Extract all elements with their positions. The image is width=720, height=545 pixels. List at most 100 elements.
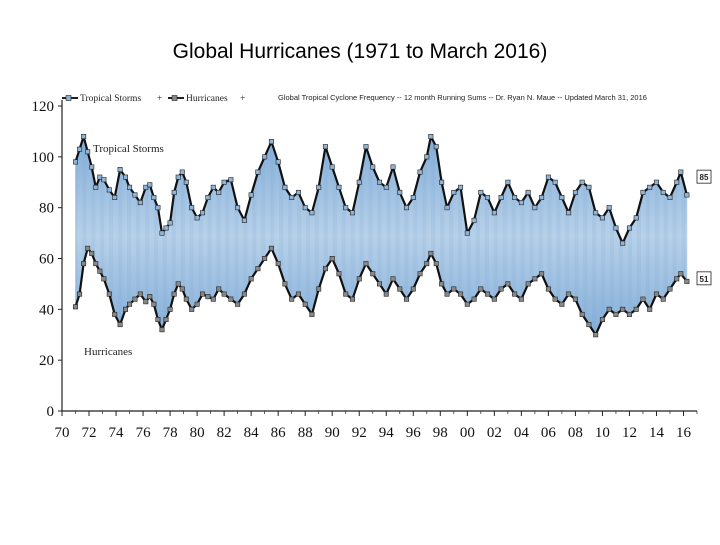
data-point-hurricanes [491,296,497,302]
data-point-tropical-storms [255,169,261,175]
data-point-tropical-storms [302,205,308,211]
legend-label-hurricanes: Hurricanes [186,94,228,104]
data-point-tropical-storms [464,230,470,236]
data-point-tropical-storms [433,144,439,150]
data-point-tropical-storms [444,205,450,211]
slide-title: Global Hurricanes (1971 to March 2016) [172,40,548,63]
data-point-tropical-storms [101,177,107,183]
data-point-hurricanes [667,286,673,292]
data-point-hurricanes [282,281,288,287]
data-point-hurricanes [383,291,389,297]
data-point-tropical-storms [545,174,551,180]
legend: Tropical Storms + Hurricanes + [62,94,245,104]
data-point-tropical-storms [458,184,464,190]
data-point-hurricanes [620,306,626,312]
data-point-tropical-storms [471,217,477,223]
data-point-tropical-storms [478,189,484,195]
data-point-hurricanes [349,296,355,302]
data-point-hurricanes [289,296,295,302]
data-point-hurricanes [268,245,274,251]
data-point-tropical-storms [205,195,211,201]
end-value-tropical-storms: 85 [700,173,709,182]
fill-between-area [75,137,687,335]
data-point-hurricanes [579,311,585,317]
data-point-tropical-storms [376,179,382,185]
data-point-hurricanes [397,286,403,292]
x-tick-label: 90 [325,425,340,441]
data-point-tropical-storms [97,174,103,180]
chart-title: Global Tropical Cyclone Frequency -- 12 … [278,93,647,102]
x-tick-label: 84 [244,425,260,441]
data-point-hurricanes [228,296,234,302]
data-point-tropical-storms [512,195,518,201]
data-point-tropical-storms [81,134,87,140]
y-tick-label: 20 [39,353,54,369]
data-point-hurricanes [309,311,315,317]
x-tick-label: 92 [352,425,367,441]
data-point-hurricanes [210,296,216,302]
data-point-tropical-storms [77,146,83,152]
data-point-tropical-storms [633,215,639,221]
data-point-hurricanes [106,291,112,297]
data-point-tropical-storms [275,159,281,165]
data-point-tropical-storms [151,195,157,201]
data-point-hurricanes [85,245,91,251]
data-point-hurricanes [464,301,470,307]
data-point-tropical-storms [572,189,578,195]
data-point-hurricanes [262,255,268,261]
data-point-tropical-storms [336,184,342,190]
data-point-tropical-storms [89,164,95,170]
data-point-tropical-storms [316,184,322,190]
data-point-tropical-storms [228,177,234,183]
data-point-tropical-storms [593,210,599,216]
data-point-tropical-storms [667,195,673,201]
data-point-hurricanes [336,271,342,277]
end-value-box-hurricanes [696,271,712,286]
legend-label-tropical-storms: Tropical Storms [80,94,141,104]
data-point-tropical-storms [356,179,362,185]
data-point-tropical-storms [370,164,376,170]
data-point-tropical-storms [137,200,143,206]
data-point-hurricanes [302,301,308,307]
data-point-tropical-storms [282,184,288,190]
data-point-hurricanes [248,276,254,282]
data-point-hurricanes [424,261,430,267]
data-point-hurricanes [73,304,79,310]
data-point-hurricanes [674,276,680,282]
y-tick-label: 80 [39,201,54,217]
data-point-hurricanes [159,327,165,333]
x-tick-label: 86 [271,425,287,441]
data-point-hurricanes [167,306,173,312]
data-point-tropical-storms [579,179,585,185]
data-point-tropical-storms [518,200,524,206]
data-point-tropical-storms [112,195,118,201]
data-point-tropical-storms [216,189,222,195]
data-point-hurricanes [329,255,335,261]
data-point-hurricanes [417,271,423,277]
data-point-hurricanes [566,291,572,297]
data-point-hurricanes [451,286,457,292]
data-point-tropical-storms [620,240,626,246]
data-point-hurricanes [183,296,189,302]
data-point-tropical-storms [189,205,195,211]
data-point-tropical-storms [147,182,153,188]
data-point-hurricanes [512,291,518,297]
x-tick-label: 04 [514,425,530,441]
x-tick-label: 16 [676,425,692,441]
data-point-tropical-storms [684,192,690,198]
data-point-hurricanes [171,291,177,297]
data-point-tropical-storms [626,225,632,231]
data-point-hurricanes [532,276,538,282]
chart-header: Tropical Storms + Hurricanes + Global Tr… [62,93,647,104]
data-point-hurricanes [428,250,434,256]
data-point-hurricanes [539,271,545,277]
x-tick-label: 80 [190,425,205,441]
data-point-tropical-storms [210,184,216,190]
data-point-tropical-storms [183,179,189,185]
x-tick-label: 70 [55,425,70,441]
data-point-hurricanes [175,281,181,287]
x-tick-label: 00 [460,425,475,441]
data-point-hurricanes [77,291,83,297]
data-point-tropical-storms [532,205,538,211]
data-point-tropical-storms [143,184,149,190]
